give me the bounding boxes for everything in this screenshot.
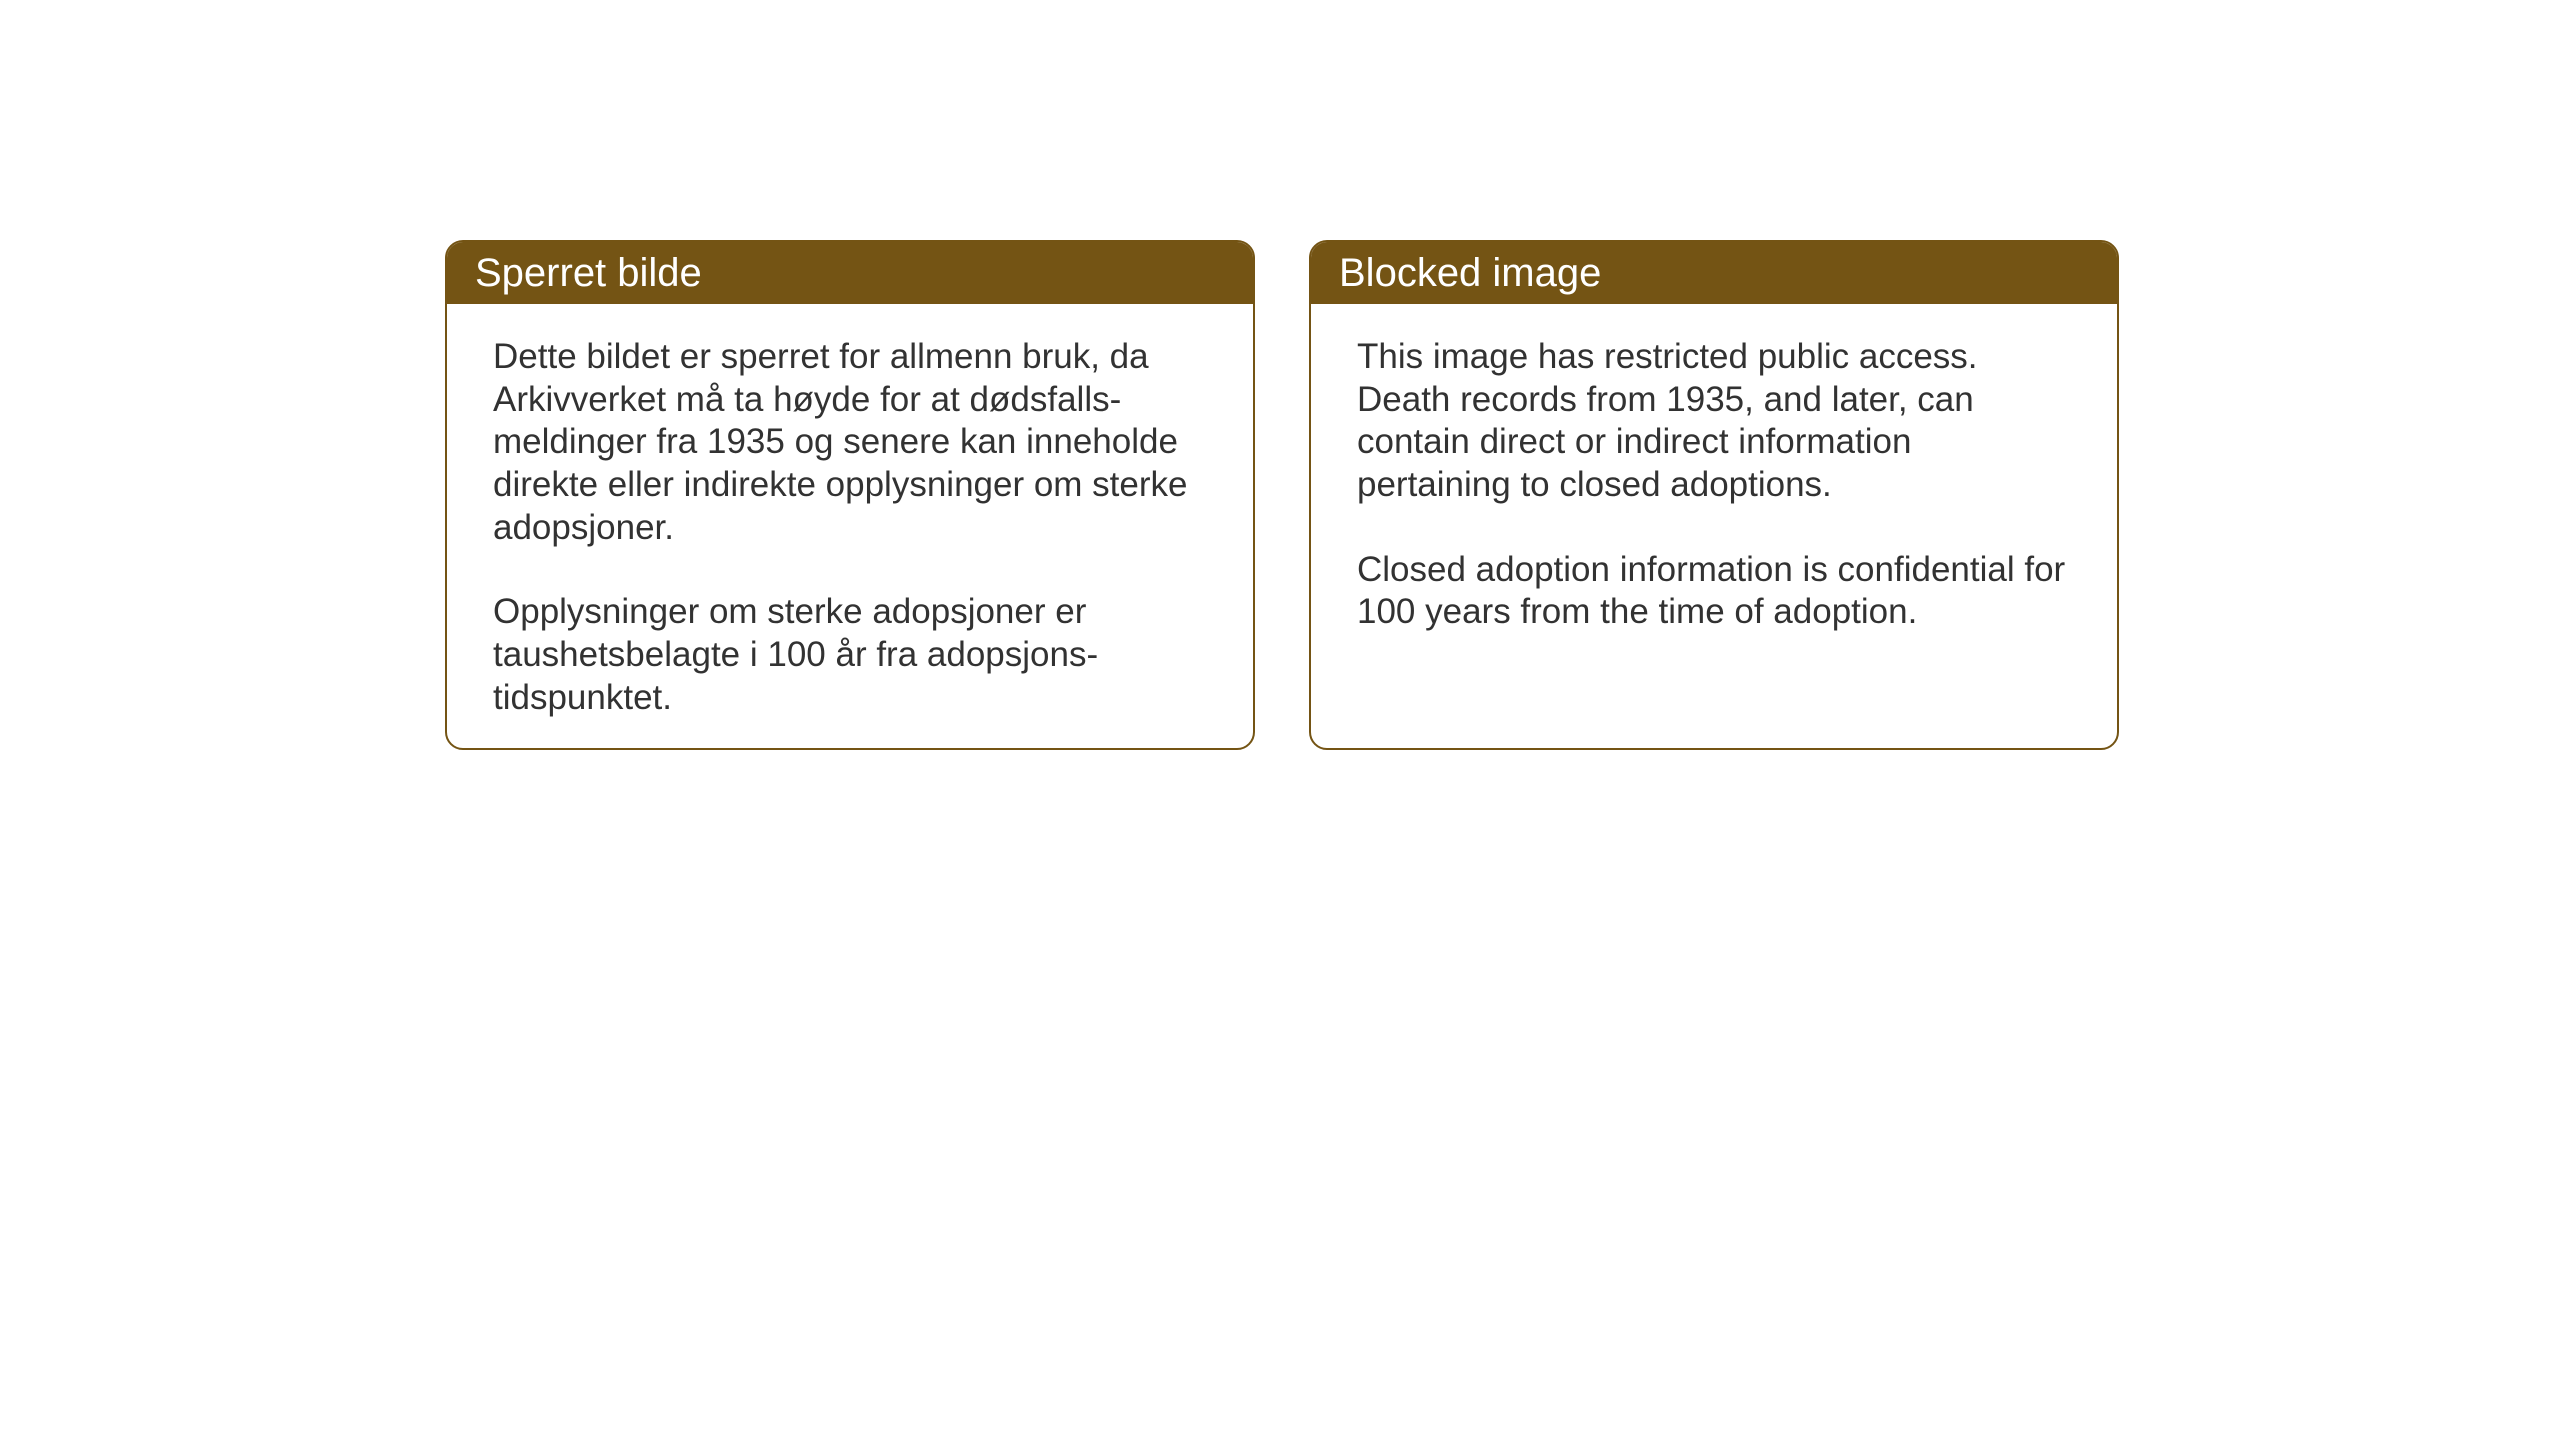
card-paragraph-1-english: This image has restricted public access.… xyxy=(1357,336,2071,507)
card-paragraph-1-norwegian: Dette bildet er sperret for allmenn bruk… xyxy=(493,336,1207,549)
notice-container: Sperret bilde Dette bildet er sperret fo… xyxy=(445,240,2119,750)
card-paragraph-2-norwegian: Opplysninger om sterke adopsjoner er tau… xyxy=(493,591,1207,719)
card-paragraph-2-english: Closed adoption information is confident… xyxy=(1357,549,2071,634)
card-body-norwegian: Dette bildet er sperret for allmenn bruk… xyxy=(447,304,1253,750)
card-body-english: This image has restricted public access.… xyxy=(1311,304,2117,666)
notice-card-norwegian: Sperret bilde Dette bildet er sperret fo… xyxy=(445,240,1255,750)
card-header-norwegian: Sperret bilde xyxy=(447,242,1253,304)
card-header-english: Blocked image xyxy=(1311,242,2117,304)
card-title-norwegian: Sperret bilde xyxy=(475,251,702,296)
card-title-english: Blocked image xyxy=(1339,251,1601,296)
notice-card-english: Blocked image This image has restricted … xyxy=(1309,240,2119,750)
